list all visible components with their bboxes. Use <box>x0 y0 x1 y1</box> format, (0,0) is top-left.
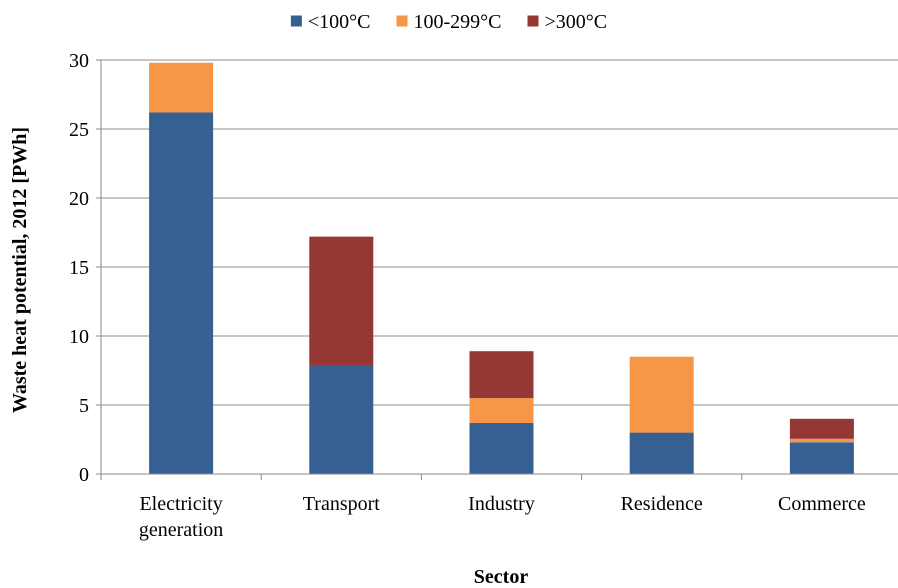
bar-segment <box>469 422 534 474</box>
y-tick-labels: 0 5 10 15 20 25 30 <box>69 50 89 486</box>
y-tick-label: 5 <box>79 395 89 417</box>
y-axis-title: Waste heat potential, 2012 [PWh] <box>9 127 31 413</box>
bar-segment <box>469 398 534 423</box>
gridlines <box>96 59 898 475</box>
bar-segment <box>629 432 694 474</box>
y-tick-label: 15 <box>69 257 89 279</box>
x-tick-label: Industry <box>468 493 535 515</box>
bar-segment <box>629 356 694 433</box>
bar-segment <box>149 112 214 474</box>
x-tick-label: generation <box>139 519 223 541</box>
legend-swatch <box>527 15 539 27</box>
bar-segment <box>789 418 854 439</box>
bar-segment <box>149 62 214 113</box>
bar-segment <box>469 351 534 399</box>
bars <box>149 62 854 474</box>
x-tick-labels: Electricity generation Transport Industry Re… <box>100 474 866 541</box>
bar-segment <box>309 236 374 365</box>
legend: <100°C 100-299°C >300°C <box>290 11 608 33</box>
legend-swatch <box>290 15 302 27</box>
y-tick-label: 20 <box>69 188 89 210</box>
x-axis-title: Sector <box>474 566 529 588</box>
legend-label: 100-299°C <box>414 11 502 33</box>
y-tick-label: 30 <box>69 50 89 72</box>
legend-label: <100°C <box>308 11 371 33</box>
legend-label: >300°C <box>545 11 608 33</box>
y-tick-label: 0 <box>79 464 89 486</box>
y-tick-label: 10 <box>69 326 89 348</box>
x-tick-label: Transport <box>303 493 380 515</box>
x-tick-label: Commerce <box>778 493 866 515</box>
x-tick-label: Electricity <box>139 493 222 515</box>
bar-segment <box>789 442 854 474</box>
x-tick-label: Residence <box>621 493 703 515</box>
legend-swatch <box>396 15 408 27</box>
y-tick-label: 25 <box>69 119 89 141</box>
bar-segment <box>309 364 374 474</box>
axes <box>100 60 898 475</box>
bar-segment <box>789 438 854 443</box>
